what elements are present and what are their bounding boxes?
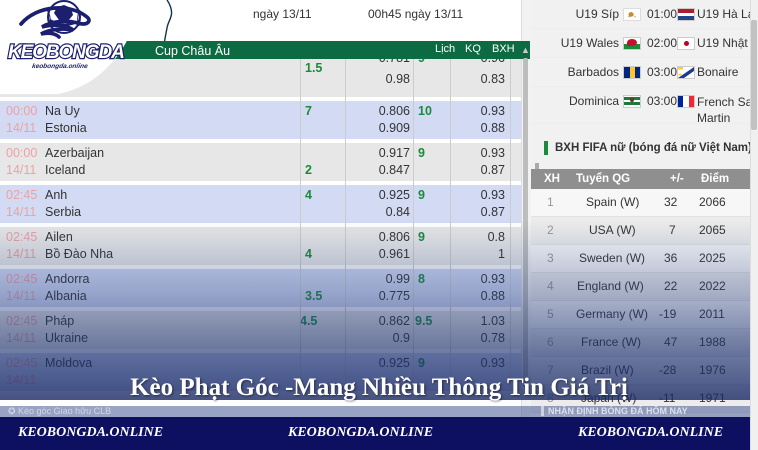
svg-text:KEOBONGDA: KEOBONGDA xyxy=(8,42,124,63)
